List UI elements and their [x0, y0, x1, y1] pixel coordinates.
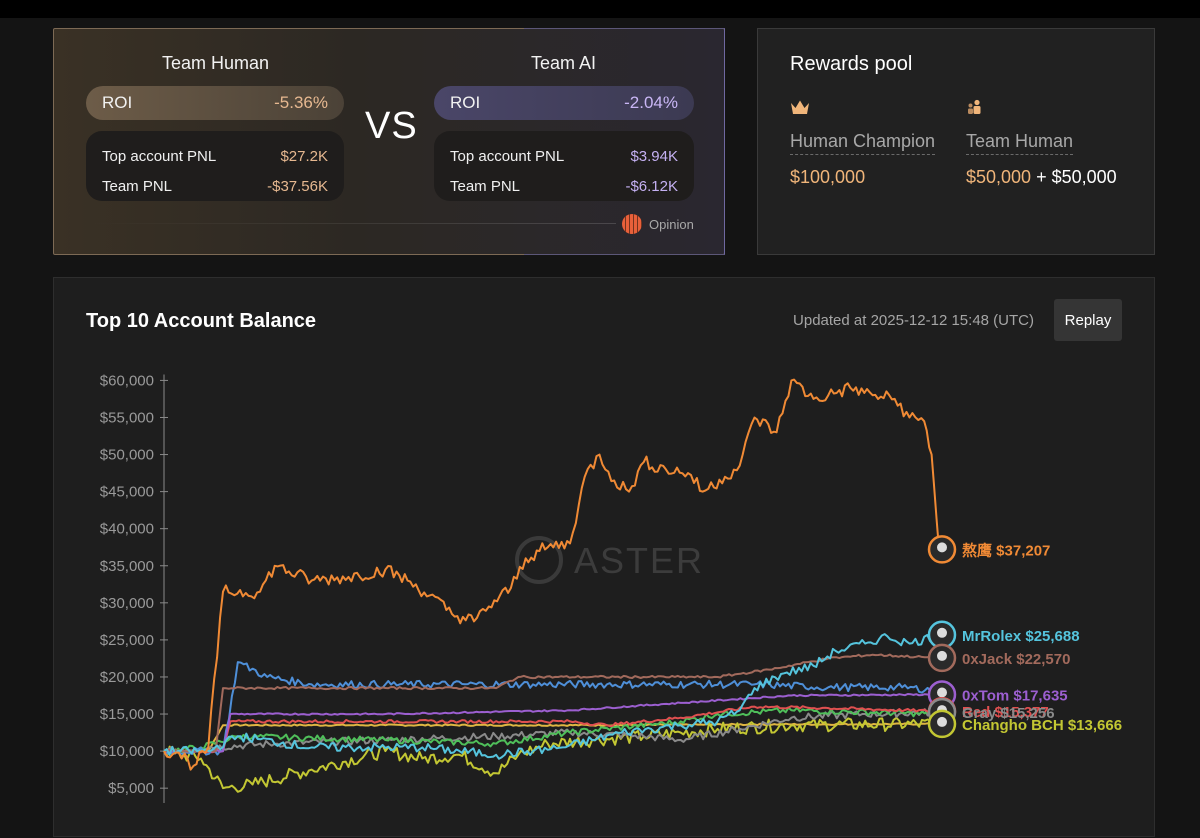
series-end-label: 熬鹰 $37,207	[962, 541, 1050, 559]
divider	[86, 223, 616, 224]
team-human-reward-value: $50,000 + $50,000	[966, 167, 1117, 188]
team-ai-pnl: Top account PNL $3.94K Team PNL -$6.12K	[434, 131, 694, 201]
opinion-logo-icon	[622, 214, 642, 234]
human-champion-label[interactable]: Human Champion	[790, 131, 936, 155]
team-human-title: Team Human	[162, 53, 270, 73]
series-line-changho-bch	[163, 716, 940, 793]
top-account-pnl-row: Top account PNL $3.94K	[450, 141, 678, 171]
reward-amount: $50,000	[1051, 167, 1117, 187]
y-tick-label: $15,000	[100, 706, 154, 723]
series-end-label: Gray $15,256	[962, 705, 1055, 722]
series-end-label: MrRolex $25,688	[962, 628, 1080, 645]
y-tick-label: $20,000	[100, 669, 154, 686]
series-end-label: 0xTom $17,635	[962, 687, 1068, 704]
series-end-label: Red $15,377	[962, 704, 1049, 721]
crown-icon	[791, 100, 809, 114]
team-pnl-row: Team PNL -$37.56K	[102, 171, 328, 201]
pnl-label: Team PNL	[450, 177, 521, 195]
series-end-label: 0xJack $22,570	[962, 651, 1070, 668]
y-tick-label: $30,000	[100, 595, 154, 612]
team-human-pnl: Top account PNL $27.2K Team PNL -$37.56K	[86, 131, 344, 201]
reward-amount: $50,000	[966, 167, 1032, 187]
vs-label: VS	[365, 105, 418, 147]
series-line-0xblue	[163, 661, 940, 756]
sponsor-label: Opinion	[649, 216, 694, 232]
team-vs-card: Team Human Team AI ROI -5.36% ROI -2.04%…	[53, 28, 725, 255]
y-tick-label: $25,000	[100, 632, 154, 649]
team-ai-title: Team AI	[531, 53, 597, 73]
pnl-value: -$6.12K	[625, 177, 678, 195]
y-tick-label: $5,000	[108, 780, 154, 797]
y-tick-label: $50,000	[100, 447, 154, 464]
team-icon	[968, 99, 981, 114]
pnl-value: $27.2K	[280, 147, 328, 165]
watermark-label: ASTER	[574, 540, 704, 581]
series-line-mrrolex	[163, 633, 940, 760]
chart-title: Top 10 Account Balance	[86, 310, 317, 332]
roi-value: -5.36%	[274, 93, 328, 112]
series-line-red	[163, 705, 940, 754]
avatar-face-icon	[937, 716, 947, 727]
y-tick-label: $10,000	[100, 743, 154, 760]
team-pnl-row: Team PNL -$6.12K	[450, 171, 678, 201]
team-ai-roi: ROI -2.04%	[434, 86, 694, 120]
y-tick-label: $40,000	[100, 521, 154, 538]
pnl-value: $3.94K	[630, 147, 678, 165]
plus-sign: +	[1036, 167, 1047, 187]
replay-button[interactable]: Replay	[1054, 299, 1122, 341]
top-bar	[0, 0, 1200, 18]
pnl-label: Top account PNL	[450, 147, 565, 165]
roi-label: ROI	[450, 93, 481, 112]
roi-value: -2.04%	[624, 93, 678, 112]
pnl-label: Top account PNL	[102, 147, 217, 165]
avatar-face-icon	[937, 542, 947, 553]
balance-line-chart: ASTER $5,000 $10,000 $15,000 $20,000 $25,000 $…	[100, 372, 1122, 803]
sponsor-opinion[interactable]: Opinion	[622, 214, 694, 234]
top-account-pnl-row: Top account PNL $27.2K	[102, 141, 328, 171]
y-tick-label: $35,000	[100, 558, 154, 575]
avatar-face-icon	[937, 627, 947, 638]
rewards-title: Rewards pool	[790, 53, 913, 75]
y-tick-label: $45,000	[100, 484, 154, 501]
pnl-value: -$37.56K	[267, 177, 328, 195]
updated-timestamp: Updated at 2025-12-12 15:48 (UTC)	[793, 312, 1034, 329]
rewards-pool-card: Rewards pool Human Champion $100,000 Tea…	[757, 28, 1155, 255]
roi-label: ROI	[102, 93, 133, 112]
y-tick-label: $55,000	[100, 409, 154, 426]
series-line-yellow	[164, 722, 940, 753]
team-human-roi: ROI -5.36%	[86, 86, 344, 120]
series-line-0xtom	[163, 693, 940, 753]
account-balance-chart-card: Top 10 Account Balance Updated at 2025-1…	[53, 277, 1155, 837]
avatar-face-icon	[937, 650, 947, 661]
human-champion-value: $100,000	[790, 167, 866, 187]
series-line--	[163, 378, 940, 771]
series-line-green	[163, 706, 940, 755]
team-human-reward-label[interactable]: Team Human	[966, 131, 1074, 155]
series-end-label: Changho BCH $13,666	[962, 717, 1122, 734]
series-line-0xjack	[163, 653, 939, 753]
aster-logo-icon	[515, 536, 563, 584]
avatar-face-icon	[937, 687, 947, 698]
y-tick-label: $60,000	[100, 372, 154, 389]
pnl-label: Team PNL	[102, 177, 173, 195]
